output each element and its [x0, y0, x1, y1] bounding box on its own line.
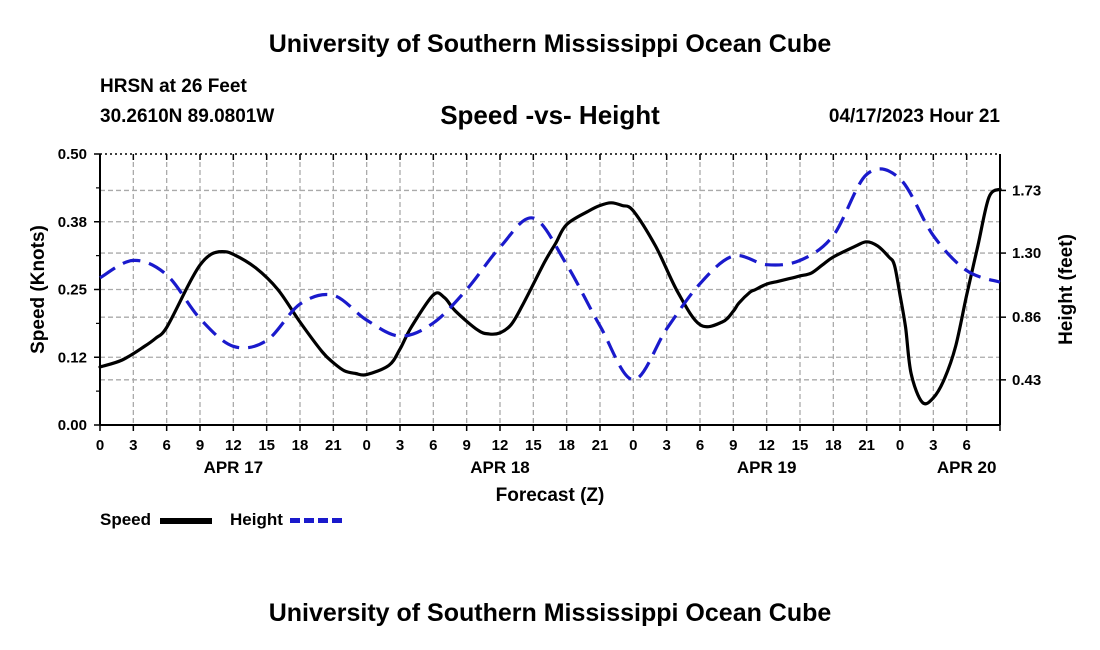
x-tick-label: 3 — [396, 437, 404, 454]
date-label: APR 18 — [470, 458, 530, 477]
x-tick-label: 21 — [858, 437, 875, 454]
legend-speed-swatch — [160, 518, 212, 524]
x-tick-label: 12 — [758, 437, 775, 454]
x-tick-label: 15 — [525, 437, 542, 454]
chart-main-title: University of Southern Mississippi Ocean… — [268, 30, 832, 58]
series-line-speed — [98, 187, 1002, 406]
x-tick-label: 9 — [729, 437, 737, 454]
coordinates-label: 30.2610N 89.0801W — [100, 106, 275, 127]
y2-tick-label: 1.73 — [1012, 182, 1041, 199]
datestamp-label: 04/17/2023 Hour 21 — [828, 106, 1000, 127]
x-tick-label: 12 — [492, 437, 509, 454]
y-tick-label: 0.25 — [58, 282, 87, 299]
x-tick-label: 0 — [896, 437, 904, 454]
chart-subtitle: Speed -vs- Height — [440, 100, 660, 130]
x-tick-label: 21 — [592, 437, 609, 454]
y-axis-title: Speed (Knots) — [28, 225, 49, 354]
x-tick-label: 15 — [258, 437, 275, 454]
legend-height-label: Height — [230, 510, 283, 529]
y-tick-label: 0.38 — [58, 214, 87, 231]
x-tick-label: 9 — [462, 437, 470, 454]
y-tick-label: 0.50 — [58, 146, 87, 163]
x-tick-label: 0 — [362, 437, 370, 454]
x-tick-label: 6 — [162, 437, 170, 454]
date-label: APR 17 — [204, 458, 264, 477]
y2-tick-label: 0.86 — [1012, 309, 1041, 326]
x-tick-label: 6 — [962, 437, 970, 454]
legend-height-swatch — [290, 518, 342, 523]
x-tick-label: 18 — [825, 437, 842, 454]
date-label: APR 19 — [737, 458, 797, 477]
y2-tick-label: 1.30 — [1012, 245, 1041, 262]
y-tick-label: 0.12 — [58, 349, 87, 366]
x-axis-title: Forecast (Z) — [496, 485, 605, 506]
x-tick-label: 9 — [196, 437, 204, 454]
date-label: APR 20 — [937, 458, 997, 477]
series-line-height — [99, 167, 1001, 382]
chart-footer-title: University of Southern Mississippi Ocean… — [268, 599, 832, 627]
x-tick-label: 21 — [325, 437, 342, 454]
x-tick-label: 3 — [662, 437, 670, 454]
x-tick-label: 12 — [225, 437, 242, 454]
x-tick-label: 18 — [558, 437, 575, 454]
station-label: HRSN at 26 Feet — [100, 76, 247, 97]
x-tick-label: 3 — [129, 437, 137, 454]
legend-speed-label: Speed — [100, 510, 152, 529]
x-tick-label: 0 — [629, 437, 637, 454]
x-tick-label: 6 — [696, 437, 704, 454]
x-tick-label: 6 — [429, 437, 437, 454]
x-tick-label: 0 — [96, 437, 104, 454]
y-tick-label: 0.00 — [58, 417, 87, 434]
x-tick-label: 3 — [929, 437, 937, 454]
x-tick-label: 15 — [792, 437, 809, 454]
y2-tick-label: 0.43 — [1012, 372, 1041, 389]
y2-axis-title: Height (feet) — [1056, 234, 1077, 345]
x-tick-label: 18 — [292, 437, 309, 454]
